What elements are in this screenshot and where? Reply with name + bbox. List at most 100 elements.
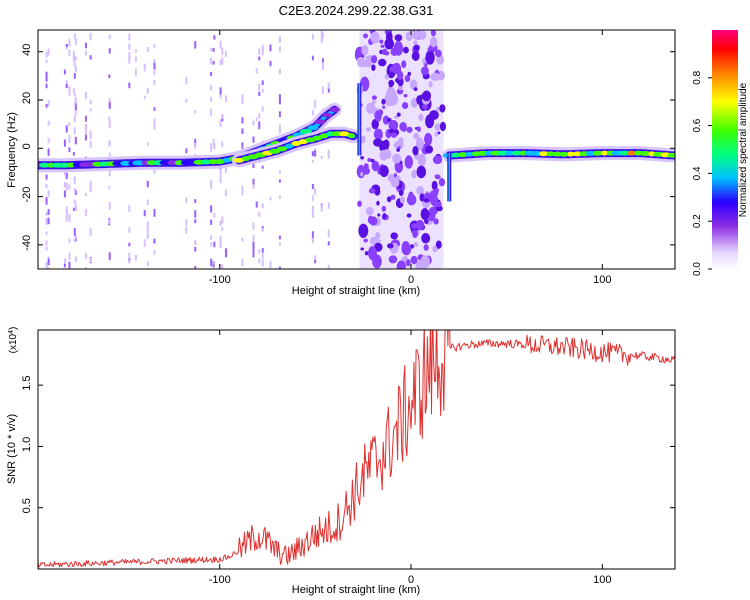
noise-dash xyxy=(84,50,87,56)
noise-dash xyxy=(153,62,156,70)
noise-dash xyxy=(261,227,264,232)
noise-dash xyxy=(108,48,111,54)
noise-dash xyxy=(73,115,76,122)
noise-blob xyxy=(434,123,441,131)
noise-dash xyxy=(194,110,197,114)
noise-dash xyxy=(74,97,77,106)
noise-blob xyxy=(371,118,379,130)
noise-blob xyxy=(438,178,446,187)
noise-blob xyxy=(409,79,418,90)
noise-dash xyxy=(210,182,213,190)
track-blob xyxy=(458,152,468,158)
noise-blob xyxy=(393,140,404,149)
noise-dash xyxy=(261,44,264,52)
noise-blob xyxy=(412,30,420,40)
noise-dash xyxy=(314,188,317,195)
noise-blob xyxy=(439,121,446,132)
noise-dash xyxy=(327,149,330,158)
noise-dash xyxy=(65,80,68,86)
noise-blob xyxy=(416,165,427,179)
noise-dash xyxy=(74,65,77,73)
noise-dash xyxy=(311,210,314,218)
colorbar-tick-label: 0.8 xyxy=(692,70,703,84)
noise-blob xyxy=(410,255,418,265)
track-blob xyxy=(67,162,75,168)
noise-dash xyxy=(72,88,75,93)
snr-y-multiplier-close: ) xyxy=(8,327,19,330)
noise-dash xyxy=(252,178,255,185)
track-blob xyxy=(120,160,131,166)
noise-blob xyxy=(411,51,420,62)
noise-dash xyxy=(311,55,314,61)
noise-dash xyxy=(73,176,76,185)
noise-dash xyxy=(241,128,244,135)
noise-blob xyxy=(367,246,377,261)
noise-blob xyxy=(429,194,439,206)
noise-dash xyxy=(225,189,228,196)
noise-dash xyxy=(74,203,77,212)
noise-dash xyxy=(47,190,50,194)
noise-dash xyxy=(84,209,87,217)
noise-dash xyxy=(65,172,68,180)
noise-blob xyxy=(416,126,422,132)
track-blob xyxy=(167,160,178,166)
noise-dash xyxy=(89,185,92,193)
noise-blob xyxy=(371,100,376,104)
noise-blob xyxy=(413,242,419,248)
track-blob xyxy=(667,152,675,158)
noise-dash xyxy=(84,115,87,122)
noise-blob xyxy=(404,74,411,82)
noise-blob xyxy=(408,191,414,201)
noise-blob xyxy=(369,216,378,226)
snr-y-multiplier: (x104) xyxy=(8,327,20,354)
noise-dash xyxy=(63,171,66,176)
noise-blob xyxy=(363,163,369,170)
noise-blob xyxy=(401,60,407,68)
noise-blob xyxy=(425,50,435,65)
track-blob xyxy=(505,150,515,156)
noise-dash xyxy=(108,74,111,79)
noise-blob xyxy=(419,193,425,202)
noise-dash xyxy=(261,253,264,259)
noise-blob xyxy=(420,66,429,76)
noise-dash xyxy=(45,83,48,89)
noise-dash xyxy=(45,104,48,108)
noise-dash xyxy=(68,238,71,244)
noise-dash xyxy=(63,263,66,268)
snr-y-multiplier-exp: 4 xyxy=(8,330,15,334)
noise-dash xyxy=(73,238,76,243)
noise-blob xyxy=(392,153,402,164)
track-blob xyxy=(619,150,631,156)
noise-dash xyxy=(45,246,48,251)
noise-dash xyxy=(63,190,66,198)
noise-blob xyxy=(432,245,438,253)
noise-dash xyxy=(269,260,272,269)
noise-dash xyxy=(258,83,261,91)
noise-dash xyxy=(219,170,222,175)
noise-dash xyxy=(252,136,255,143)
noise-dash xyxy=(108,34,111,40)
noise-blob xyxy=(405,31,413,42)
noise-dash xyxy=(185,148,188,154)
noise-blob xyxy=(428,81,433,88)
noise-blob xyxy=(432,155,443,165)
noise-dash xyxy=(241,190,244,196)
noise-dash xyxy=(45,197,48,205)
noise-dash xyxy=(108,170,111,177)
noise-blob xyxy=(394,176,400,183)
noise-dash xyxy=(221,264,224,269)
noise-dash xyxy=(258,113,261,119)
noise-blob xyxy=(367,157,372,162)
noise-dash xyxy=(108,140,111,147)
noise-dash xyxy=(153,238,156,244)
noise-blob xyxy=(394,115,399,119)
noise-dash xyxy=(311,183,314,190)
noise-blob xyxy=(412,229,418,239)
noise-dash xyxy=(321,62,324,71)
noise-dash xyxy=(73,61,76,67)
noise-dash xyxy=(219,263,222,267)
noise-blob xyxy=(407,71,412,76)
noise-blob xyxy=(387,173,395,182)
noise-dash xyxy=(84,252,87,259)
